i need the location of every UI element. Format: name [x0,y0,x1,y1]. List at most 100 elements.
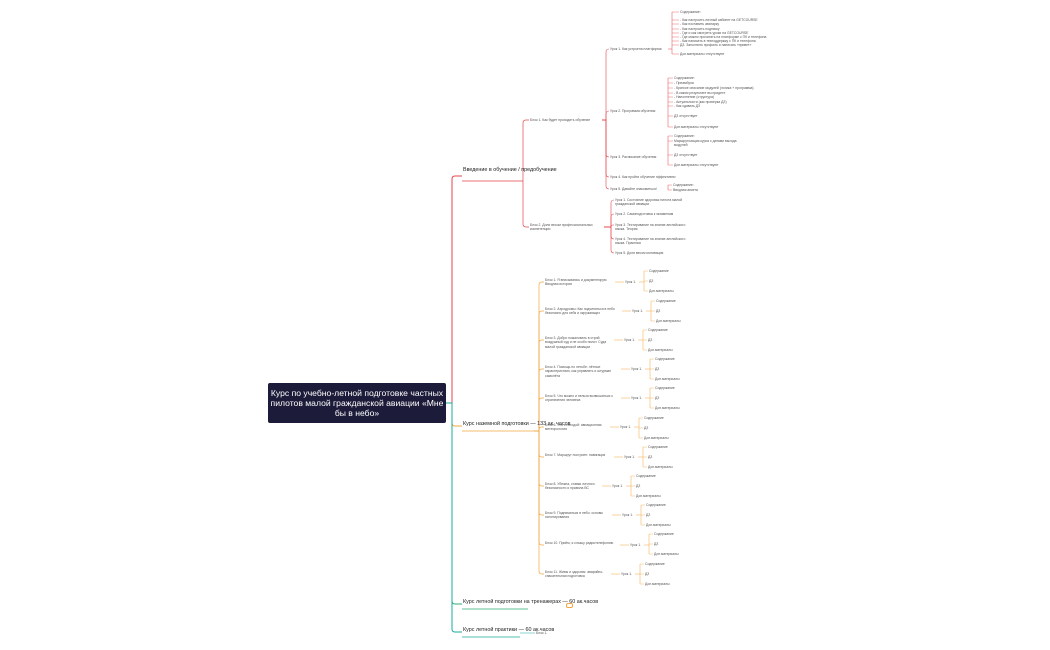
lesson-detail[interactable]: Маршрутизация курса с датами выхода моду… [674,139,737,148]
ground-detail[interactable]: Содержание [649,269,669,273]
ground-detail[interactable]: Доп.материалы [646,523,671,527]
branch-ground[interactable]: Курс наземной подготовки — 133 ак. часов [463,421,571,427]
block-ground-10[interactable]: Блок 10. Приём, я слышу радиотелефонию [545,541,614,545]
lesson-ground-1[interactable]: Урок 1. [625,280,637,284]
lesson-ground-8[interactable]: Урок 1. [612,484,624,488]
ground-detail[interactable]: ДЗ [649,279,654,283]
lesson-intro-1-2[interactable]: Урок 2. Программа обучения [610,109,656,113]
lesson-intro-1-4[interactable]: Урок 4. Как пройти обучение эффективно [610,175,676,179]
ground-detail[interactable]: ДЗ [654,542,659,546]
lesson-detail[interactable]: Содержание: [673,183,694,187]
block-ground-8[interactable]: Блок 8. Убежна, ставки личного безопасно… [545,482,595,491]
lesson-intro-1-3[interactable]: Урок 3. Расписание обучения [610,155,657,159]
lesson-ground-4[interactable]: Урок 1. [631,367,643,371]
lesson-ground-7[interactable]: Урок 1. [624,455,636,459]
lesson-detail[interactable]: - Как настроить подписку [680,27,720,31]
block-ground-1[interactable]: Блок 1. Я вписываюсь и документирую. Вво… [545,278,608,287]
connector [522,181,529,228]
lesson-intro-2-1[interactable]: Урок 1. Состояние здоровья пилота малой … [615,198,683,207]
block-ground-11[interactable]: Блок 11. Живы и здоровы: аварийно-спасат… [545,570,604,579]
lesson-detail[interactable]: - Как поставить аватарку [680,22,720,26]
ground-detail[interactable]: Доп.материалы [636,494,661,498]
ground-detail[interactable]: Доп.материалы [648,465,673,469]
lesson-detail[interactable]: Доп.материалы отсутствуют [674,125,719,129]
lesson-intro-2-3[interactable]: Урок 3. Тестирование на знание английско… [615,223,686,232]
ground-detail[interactable]: Содержание [644,416,664,420]
lesson-detail[interactable]: - Наполнение (структура) [674,95,714,99]
lesson-detail[interactable]: ДЗ отсутствует [674,114,698,118]
ground-detail[interactable]: Содержание [648,328,668,332]
lesson-ground-3[interactable]: Урок 1. [624,338,636,342]
lesson-detail[interactable]: - Краткое описание модулей (логика + про… [674,86,754,90]
ground-detail[interactable]: Содержание [656,299,676,303]
lesson-ground-11[interactable]: Урок 1. [621,572,633,576]
ground-detail[interactable]: Содержание [645,562,665,566]
lesson-detail[interactable]: Содержание: [680,10,701,14]
lesson-ground-5[interactable]: Урок 1. [631,396,643,400]
lesson-detail[interactable]: ДЗ. Заполнить профиль и написать «привет… [680,43,752,47]
lesson-detail[interactable]: - Как написать в техподдержку с ПК и тел… [680,39,756,43]
ground-detail[interactable]: ДЗ [648,455,653,459]
ground-detail[interactable]: Содержание [648,445,668,449]
block-ground-4[interactable]: Блок 4. Помощь по летьбе: лётные характе… [545,365,612,378]
lesson-detail[interactable]: - Актуальности (как проверка ДЗ) [674,100,727,104]
lesson-detail[interactable]: - Где можно прочитать на платформе с ПК … [680,35,767,39]
branch-practice[interactable]: Курс летной практики — 60 ак.часов [463,627,555,633]
ground-detail[interactable]: Доп.материалы [645,582,670,586]
ground-detail[interactable]: ДЗ [636,484,641,488]
lesson-ground-9[interactable]: Урок 1. [622,513,634,517]
lesson-intro-2-5[interactable]: Урок 5. Доля весом мотивация [615,251,664,255]
lesson-intro-1-1[interactable]: Урок 1. Как устроена платформа [610,47,662,51]
ground-detail[interactable]: Содержание [636,474,656,478]
ground-detail[interactable]: ДЗ [656,309,661,313]
lesson-intro-2-2[interactable]: Урок 2. Самоподготовка к экзаменам [615,212,674,216]
branch-intro[interactable]: Введение в обучение / предобучение [463,167,557,173]
ground-detail[interactable]: ДЗ [655,396,660,400]
lesson-detail[interactable]: - Как сдавать ДЗ [674,104,701,108]
block-practice-1[interactable]: Блок 1. [536,631,548,635]
ground-detail[interactable]: ДЗ [646,513,651,517]
ground-detail[interactable]: Содержание [655,386,675,390]
ground-detail[interactable]: Доп.материалы [655,406,680,410]
lesson-ground-6[interactable]: Урок 1. [620,425,632,429]
lesson-intro-1-5[interactable]: Урок 5. Давайте знакомиться! [610,187,657,191]
ground-detail[interactable]: ДЗ [648,338,653,342]
lesson-ground-2[interactable]: Урок 1. [632,309,644,313]
lesson-detail[interactable]: - Преамбула [674,81,694,85]
lesson-detail[interactable]: Доп.материалы отсутствуют [680,52,725,56]
ground-detail[interactable]: Доп.материалы [648,348,673,352]
ground-detail[interactable]: Содержание [654,532,674,536]
lesson-detail[interactable]: Доп.материалы отсутствуют [674,163,719,167]
ground-detail[interactable]: Доп.материалы [649,289,674,293]
lesson-ground-10[interactable]: Урок 1. [630,543,642,547]
ground-detail[interactable]: Доп.материалы [655,377,680,381]
block-ground-3[interactable]: Блок 3. Добро пожаловать в строй: воздуш… [545,336,607,349]
ground-detail[interactable]: Доп.материалы [654,552,679,556]
lesson-detail[interactable]: Содержание: [674,134,695,138]
branch-simulator[interactable]: Курс летной подготовки на тренажерах — 6… [463,599,599,605]
ground-detail[interactable]: Содержание [655,357,675,361]
block-ground-2[interactable]: Блок 2. Аэродромы: Как подчиняться в неб… [545,307,615,316]
ground-detail[interactable]: Доп.материалы [644,436,669,440]
lesson-detail[interactable]: ДЗ отсутствует [674,153,698,157]
ground-detail[interactable]: Доп.материалы [656,319,681,323]
ground-detail[interactable]: ДЗ [644,426,649,430]
lesson-detail[interactable]: Содержание: [674,76,695,80]
collapsed-marker[interactable] [566,603,573,608]
block-ground-5[interactable]: Блок 5. Что можно и нельзя возвышаться к… [545,394,613,403]
ground-detail[interactable]: Содержание [646,503,666,507]
lesson-intro-2-4[interactable]: Урок 4. Тестирование на знание английско… [615,237,686,246]
block-ground-7[interactable]: Блок 7. Маршрут построен: навигация [545,453,606,457]
lesson-detail[interactable]: Вводная анкета [673,188,698,192]
lesson-detail[interactable]: - В каком результате вы придете [674,91,726,95]
ground-detail[interactable]: ДЗ [655,367,660,371]
block-ground-6[interactable]: Блок 6. Что с погодой: авиационная метео… [545,423,602,432]
lesson-detail[interactable]: - Как настроить личный кабинет на GETCOU… [680,18,758,22]
ground-detail[interactable]: ДЗ [645,572,650,576]
block-ground-9[interactable]: Блок 9. Подниматься в небо: основы пилот… [545,511,603,520]
connector [446,402,462,605]
lesson-detail[interactable]: - Где и как смотреть уроки на GETCOURSE [680,31,749,35]
block-intro-2[interactable]: Блок 2. Доли весом профессиональных комп… [530,223,593,232]
block-intro-1[interactable]: Блок 1. Как будет проходить обучение [530,118,591,122]
root-node[interactable]: Курс по учебно-летной подготовке частных… [268,383,446,423]
